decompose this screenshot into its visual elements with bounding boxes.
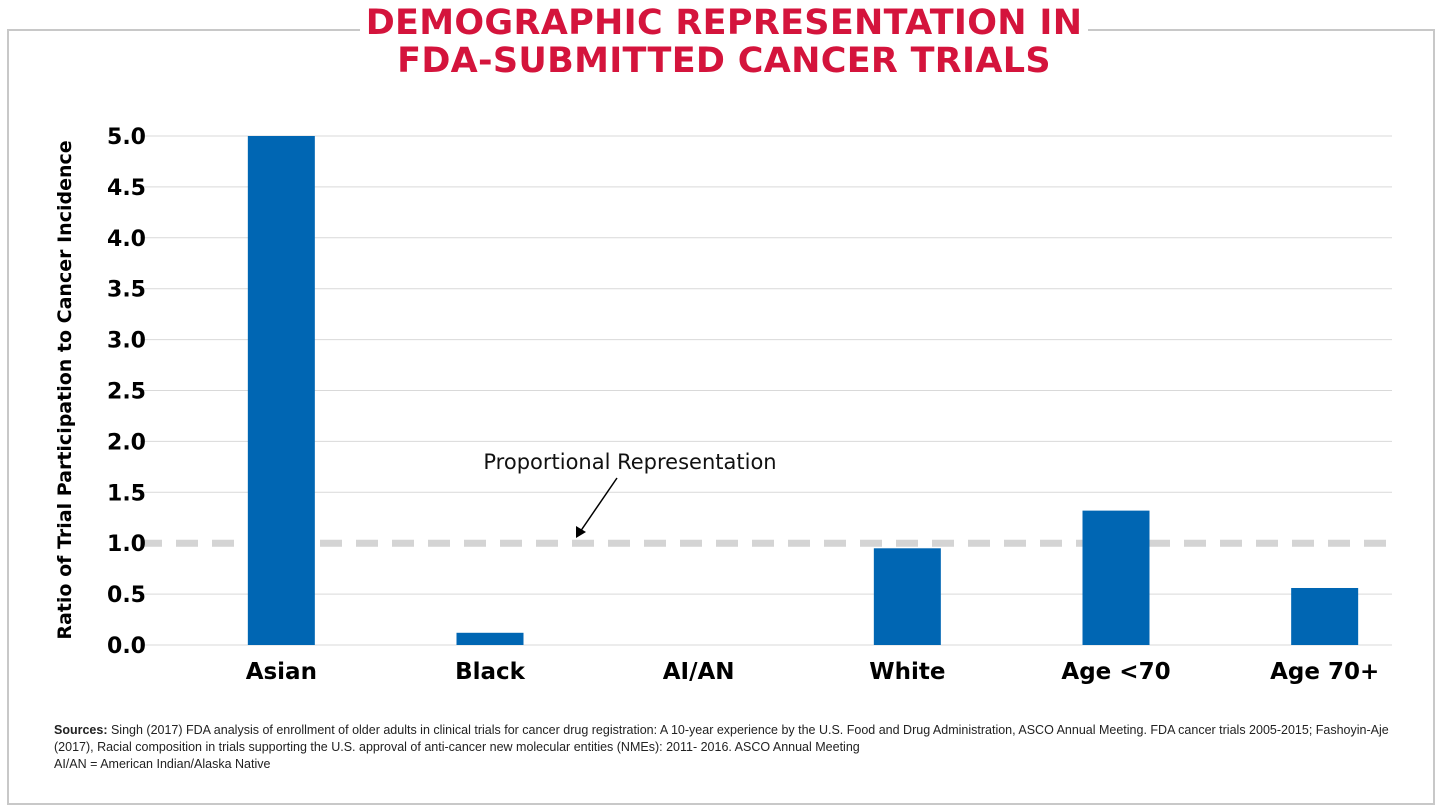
- bars: [247, 136, 1359, 645]
- bar-chart: 0.0 0.5 1.0 1.5 2.0 2.5 3.0 3.5 4.0 4.5 5.0 Asian B…: [54, 125, 1392, 685]
- grid-lines: [140, 135, 1392, 646]
- sources-note: Sources: Singh (2017) FDA analysis of en…: [54, 722, 1424, 773]
- x-tick-label: Age 70+: [1270, 659, 1379, 685]
- sources-footnote: AI/AN = American Indian/Alaska Native: [54, 757, 271, 771]
- x-tick-label: Asian: [246, 659, 317, 685]
- y-tick-label: 1.5: [107, 481, 146, 506]
- bar: [456, 632, 524, 645]
- y-axis-label: Ratio of Trial Participation to Cancer I…: [54, 140, 76, 639]
- y-tick-labels: 0.0 0.5 1.0 1.5 2.0 2.5 3.0 3.5 4.0 4.5 5.0: [107, 125, 146, 659]
- sources-body: Singh (2017) FDA analysis of enrollment …: [54, 723, 1389, 754]
- y-tick-label: 4.5: [107, 176, 146, 201]
- title-line-2: FDA-SUBMITTED CANCER TRIALS: [397, 41, 1051, 81]
- y-tick-label: 4.0: [107, 227, 146, 252]
- y-tick-label: 2.5: [107, 380, 146, 405]
- annotation-arrowhead: [576, 526, 586, 538]
- x-tick-label: AI/AN: [663, 659, 735, 685]
- chart-title: DEMOGRAPHIC REPRESENTATION IN FDA-SUBMIT…: [360, 4, 1088, 80]
- bar: [873, 548, 941, 645]
- y-tick-label: 0.5: [107, 583, 146, 608]
- x-tick-labels: Asian Black AI/AN White Age <70 Age 70+: [246, 659, 1380, 685]
- bar: [247, 136, 315, 645]
- y-tick-label: 2.0: [107, 430, 146, 455]
- title-line-1: DEMOGRAPHIC REPRESENTATION IN: [365, 3, 1083, 43]
- x-tick-label: Black: [455, 659, 526, 685]
- bar: [1291, 587, 1359, 645]
- annotation: Proportional Representation: [483, 450, 777, 538]
- x-tick-label: White: [869, 659, 945, 685]
- y-tick-label: 3.5: [107, 278, 146, 303]
- sources-text: Sources: Singh (2017) FDA analysis of en…: [54, 722, 1424, 756]
- annotation-text: Proportional Representation: [483, 450, 776, 474]
- bar: [1082, 510, 1150, 645]
- sources-label: Sources:: [54, 723, 108, 737]
- y-tick-label: 1.0: [107, 532, 146, 557]
- y-tick-label: 3.0: [107, 329, 146, 354]
- annotation-arrow: [579, 477, 618, 533]
- y-tick-label: 0.0: [107, 634, 146, 659]
- y-tick-label: 5.0: [107, 125, 146, 150]
- x-tick-label: Age <70: [1061, 659, 1170, 685]
